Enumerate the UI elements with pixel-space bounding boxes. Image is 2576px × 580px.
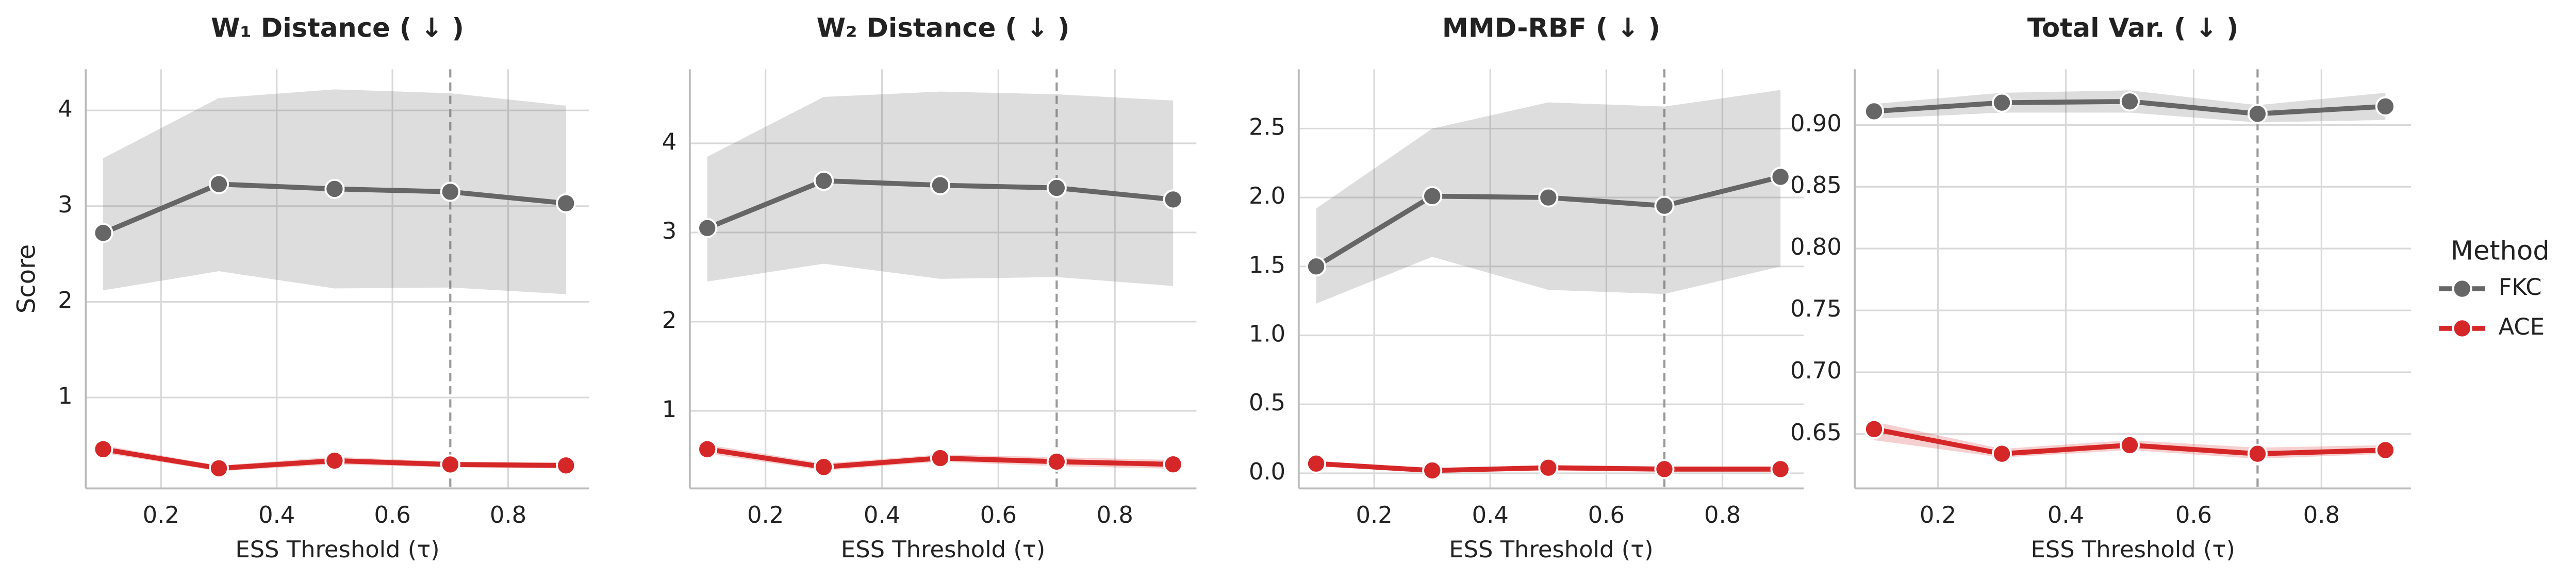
marker <box>1654 195 1675 216</box>
x-tick-label: 0.4 <box>1472 501 1509 528</box>
y-tick-label: 4 <box>662 128 677 155</box>
x-tick-label: 0.8 <box>2303 501 2340 528</box>
y-tick-label: 0.0 <box>1249 458 1285 485</box>
marker <box>1538 187 1559 208</box>
marker <box>2119 435 2140 455</box>
marker <box>1046 177 1067 198</box>
marker <box>1770 167 1791 187</box>
x-tick-label: 0.2 <box>747 501 784 528</box>
x-axis-label: ESS Threshold (τ) <box>235 536 439 563</box>
marker <box>1538 457 1559 478</box>
y-tick-label: 0.85 <box>1790 171 1842 198</box>
x-tick-label: 0.8 <box>1097 501 1133 528</box>
x-tick-label: 0.4 <box>864 501 900 528</box>
y-tick-label: 2 <box>662 306 677 334</box>
y-tick-label: 2 <box>58 286 73 313</box>
marker <box>1306 453 1327 474</box>
panel: Total Var. ( ↓ ) 0.2 0.4 0.6 0.8 0.65 0.70 0.75… <box>1790 13 2411 563</box>
x-tick-label: 0.6 <box>980 501 1017 528</box>
marker <box>440 454 460 475</box>
x-tick-label: 0.2 <box>1920 501 1956 528</box>
marker <box>697 439 718 459</box>
marker <box>556 193 576 213</box>
marker <box>1770 459 1791 479</box>
x-tick-label: 0.2 <box>1356 501 1393 528</box>
y-tick-label: 0.80 <box>1790 233 1842 260</box>
legend-marker <box>2452 278 2472 299</box>
x-axis-label: ESS Threshold (τ) <box>841 536 1045 563</box>
x-tick-label: 0.4 <box>258 501 295 528</box>
marker <box>1306 256 1327 277</box>
y-tick-label: 3 <box>662 217 677 244</box>
x-axis-label: ESS Threshold (τ) <box>2030 536 2235 563</box>
marker <box>1864 101 1885 122</box>
x-axis-label: ESS Threshold (τ) <box>1449 536 1653 563</box>
marker <box>440 181 460 202</box>
marker <box>697 218 718 238</box>
y-tick-label: 0.5 <box>1249 389 1285 416</box>
marker <box>2375 440 2396 460</box>
y-tick-label: 0.70 <box>1790 357 1842 384</box>
y-tick-label: 0.90 <box>1790 109 1842 137</box>
marker <box>1991 92 2012 113</box>
y-tick-label: 3 <box>58 191 73 218</box>
marker <box>208 174 229 194</box>
panel-title: Total Var. ( ↓ ) <box>2027 13 2239 44</box>
marker <box>1864 419 1885 439</box>
y-tick-label: 0.75 <box>1790 295 1842 322</box>
x-tick-label: 0.8 <box>490 501 526 528</box>
y-tick-label: 1.0 <box>1249 320 1285 347</box>
y-tick-label: 1 <box>662 395 677 423</box>
y-tick-label: 2.5 <box>1249 113 1285 140</box>
panel: MMD-RBF ( ↓ ) 0.2 0.4 0.6 0.8 0.0 0.5 1.0 1.5 2.0… <box>1249 13 1804 563</box>
x-tick-label: 0.2 <box>143 501 179 528</box>
marker <box>1046 451 1067 472</box>
marker <box>2119 91 2140 112</box>
x-tick-label: 0.8 <box>1704 501 1741 528</box>
marker <box>930 175 950 195</box>
legend-title: Method <box>2451 236 2550 267</box>
y-axis-label: Score <box>12 244 41 313</box>
marker <box>1654 459 1675 479</box>
marker <box>1991 443 2012 464</box>
y-tick-label: 4 <box>58 95 73 122</box>
marker <box>93 439 113 459</box>
marker <box>93 223 113 243</box>
marker <box>2247 104 2268 124</box>
marker <box>1163 454 1183 475</box>
marker <box>930 448 950 469</box>
panel-title: W₂ Distance ( ↓ ) <box>817 13 1070 44</box>
y-tick-label: 2.0 <box>1249 182 1285 209</box>
marker <box>814 457 834 477</box>
marker <box>556 455 576 476</box>
y-tick-label: 1.5 <box>1249 251 1285 278</box>
x-tick-label: 0.6 <box>2175 501 2212 528</box>
panel-title: MMD-RBF ( ↓ ) <box>1442 13 1660 44</box>
panel: W₁ Distance ( ↓ ) 0.2 0.4 0.6 0.8 1 2 3 4 ESS Thr… <box>12 13 589 563</box>
legend-label: ACE <box>2499 313 2545 340</box>
legend-label: FKC <box>2499 273 2542 301</box>
panel-title: W₁ Distance ( ↓ ) <box>211 13 464 44</box>
marker <box>1163 189 1183 210</box>
marker <box>814 171 834 191</box>
marker <box>1422 186 1443 206</box>
y-tick-label: 1 <box>58 382 73 409</box>
panel: W₂ Distance ( ↓ ) 0.2 0.4 0.6 0.8 1 2 3 4 ESS Thr… <box>662 13 1197 563</box>
marker <box>208 458 229 478</box>
x-tick-label: 0.6 <box>1588 501 1625 528</box>
marker <box>2247 443 2268 464</box>
x-tick-label: 0.6 <box>374 501 410 528</box>
legend-marker <box>2452 318 2472 339</box>
marker <box>324 451 345 471</box>
marker <box>1422 460 1443 481</box>
y-tick-label: 0.65 <box>1790 419 1842 446</box>
x-tick-label: 0.4 <box>2047 501 2084 528</box>
marker <box>2375 96 2396 117</box>
marker <box>324 178 345 199</box>
